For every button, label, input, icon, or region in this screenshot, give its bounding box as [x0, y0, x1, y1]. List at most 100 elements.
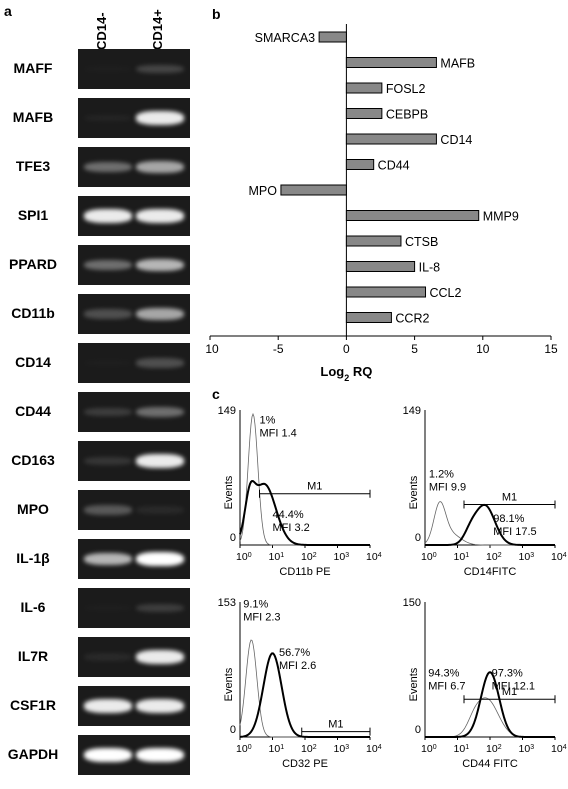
control-percent-label: 94.3%	[428, 667, 459, 679]
control-percent-label: 1.2%	[429, 469, 454, 481]
x-tick-label: 103	[519, 743, 535, 755]
x-tick-label: 104	[366, 743, 382, 755]
gel-gene-label: IL-1β	[16, 550, 50, 566]
gel-gene-label: CD11b	[11, 305, 55, 321]
band-cd14-pos	[136, 406, 184, 418]
gel-image-row	[78, 196, 190, 236]
stained-histogram-line	[239, 652, 370, 738]
y-max-label: 153	[218, 597, 236, 609]
band-cd14-neg	[84, 309, 132, 319]
gel-gene-label: PPARD	[9, 256, 57, 272]
x-tick-label: 15	[544, 342, 558, 356]
x-tick-label: 104	[366, 551, 382, 563]
x-axis-title: CD11b PE	[279, 566, 330, 578]
x-tick-label: 101	[269, 743, 285, 755]
stained-mfi-label: MFI 2.6	[279, 660, 316, 672]
bar	[345, 286, 427, 298]
gel-image-row	[78, 49, 190, 89]
bar-label: SMARCA3	[255, 31, 315, 45]
bar	[345, 82, 383, 94]
bar	[345, 133, 437, 145]
gel-gene-label: GAPDH	[7, 746, 59, 762]
panel-b-letter: b	[212, 6, 221, 22]
band-cd14-neg	[84, 505, 132, 515]
x-tick-label: 100	[421, 743, 437, 755]
control-percent-label: 1%	[260, 415, 276, 427]
stained-mfi-label: MFI 3.2	[273, 522, 310, 534]
band-cd14-pos	[136, 552, 184, 566]
y-axis-title: Events	[408, 475, 420, 509]
gel-image-row	[78, 392, 190, 432]
y-max-label: 149	[218, 405, 236, 417]
gel-image-row	[78, 539, 190, 579]
stained-histogram-line	[425, 671, 555, 738]
band-cd14-pos	[136, 308, 184, 320]
band-cd14-pos	[136, 603, 184, 613]
x-tick-label: -10	[205, 342, 219, 356]
gel-gene-label: IL-6	[20, 599, 46, 615]
band-cd14-pos	[136, 64, 184, 74]
gel-gene-label: SPI1	[17, 207, 49, 223]
bar	[345, 210, 480, 221]
band-cd14-pos	[136, 358, 184, 368]
band-cd14-pos	[136, 111, 184, 125]
y-axis-title: Events	[223, 475, 235, 509]
y-zero-label: 0	[230, 724, 236, 736]
band-cd14-neg	[84, 209, 132, 223]
bar-label: MPO	[248, 184, 277, 198]
control-mfi-label: MFI 9.9	[429, 482, 466, 494]
bar-label: FOSL2	[386, 82, 426, 96]
bar-label: CEBPB	[386, 108, 428, 122]
band-cd14-neg	[84, 259, 132, 271]
x-tick-label: 103	[334, 743, 350, 755]
stained-mfi-label: MFI 12.1	[492, 680, 535, 692]
band-cd14-pos	[136, 209, 184, 223]
log2-rq-bar-chart: -10 -5 0 5 10 15 SMARCA3 MAFB FOSL2 CEBPB CD14 CD44…	[205, 24, 558, 383]
band-cd14-neg	[84, 699, 132, 713]
bar	[280, 184, 347, 196]
gel-image-row	[78, 294, 190, 334]
gel-gene-label: TFE3	[15, 158, 51, 174]
gel-gene-label: CD44	[15, 403, 51, 419]
control-mfi-label: MFI 1.4	[260, 428, 297, 440]
panel-c-letter: c	[212, 386, 220, 402]
bar-label: MMP9	[483, 210, 519, 224]
x-tick-label: 100	[236, 743, 252, 755]
stained-percent-label: 44.4%	[273, 509, 304, 521]
control-histogram-line	[424, 501, 555, 546]
x-tick-label: 102	[486, 551, 502, 563]
gate-label: M1	[328, 719, 343, 731]
x-tick-label: 102	[486, 743, 502, 755]
x-tick-label: 0	[343, 342, 350, 356]
band-cd14-pos	[136, 748, 184, 762]
stained-percent-label: 97.3%	[492, 667, 523, 679]
bar-label: CTSB	[405, 235, 438, 249]
band-cd14-neg	[84, 552, 132, 566]
gel-image-row	[78, 637, 190, 677]
gel-image-row	[78, 147, 190, 187]
gel-gene-label: MAFF	[13, 60, 53, 76]
x-tick-label: 101	[454, 551, 470, 563]
gel-image-row	[78, 245, 190, 285]
control-mfi-label: MFI 2.3	[243, 611, 280, 623]
x-tick-label: 10	[476, 342, 490, 356]
x-tick-label: 104	[551, 551, 567, 563]
histogram-4: 150 0 Events 100 101 102 103 104 CD44 FITC M1 94.3…	[403, 597, 567, 770]
stained-mfi-label: MFI 17.5	[493, 526, 536, 538]
x-tick-label: 103	[334, 551, 350, 563]
x-axis-title: CD44 FITC	[462, 758, 518, 770]
bar	[345, 235, 402, 247]
y-max-label: 149	[403, 405, 421, 417]
band-cd14-pos	[136, 258, 184, 272]
bar-label: MAFB	[440, 57, 475, 71]
band-cd14-pos	[136, 161, 184, 173]
x-tick-label: 102	[301, 743, 317, 755]
gel-image-row	[78, 98, 190, 138]
band-cd14-neg	[84, 457, 132, 465]
x-tick-label: 103	[519, 551, 535, 563]
band-cd14-neg	[84, 604, 132, 612]
